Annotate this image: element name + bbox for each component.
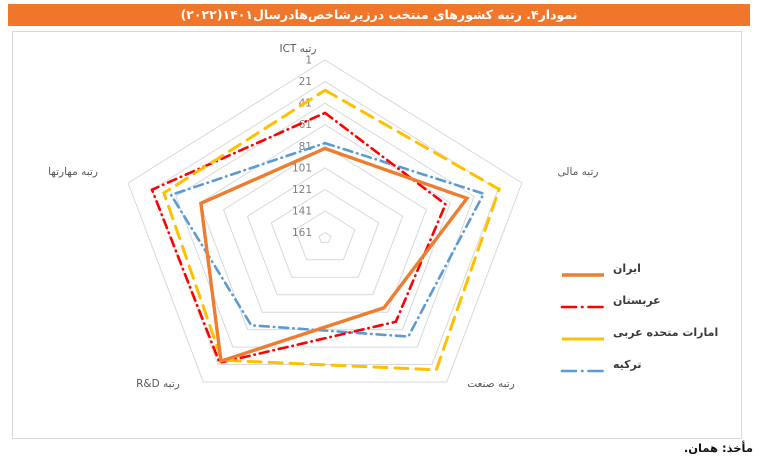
legend-label-uae: امارات متحده عربی	[613, 325, 719, 339]
grid-ring	[246, 167, 404, 296]
radial-tick-label: 61	[299, 119, 312, 131]
radial-tick-label: 101	[292, 162, 312, 174]
legend-item-saudi: عربستان	[560, 284, 735, 316]
series-line-iran	[199, 146, 470, 364]
grid-ring	[199, 124, 451, 331]
legend-line-uae-icon	[560, 328, 606, 341]
legend-item-turkey: ترکیه	[560, 348, 735, 380]
grid-ring	[175, 102, 475, 348]
radial-tick-label: 1	[305, 55, 312, 67]
source-note: مأخذ: همان.	[683, 441, 753, 455]
chart-title: نمودار۴. رتبه کشورهای منتخب درزیرشاخص‌ها…	[180, 7, 578, 22]
legend-label-turkey: ترکیه	[613, 357, 642, 371]
chart-title-bar: نمودار۴. رتبه کشورهای منتخب درزیرشاخص‌ها…	[8, 4, 750, 26]
legend-item-uae: امارات متحده عربی	[560, 316, 735, 348]
chart-frame	[12, 31, 742, 439]
legend: ایران عربستان امارات متحده عربی ترکیه	[560, 252, 735, 380]
legend-item-iran: ایران	[560, 252, 735, 284]
radial-tick-label: 21	[299, 76, 312, 88]
legend-label-iran: ایران	[613, 261, 641, 275]
axis-label-skills: رتبه مهارتها	[48, 166, 98, 178]
radial-tick-label: 121	[292, 184, 312, 196]
grid-ring	[318, 232, 332, 243]
radial-tick-label: 141	[292, 206, 312, 218]
axis-label-industry: رتبه صنعت	[467, 378, 515, 390]
axis-label-financial: رتبه مالی	[557, 166, 599, 178]
grid-ring	[270, 188, 380, 278]
grid-ring	[294, 210, 356, 261]
grid-ring	[127, 59, 523, 383]
legend-line-turkey-icon	[560, 360, 606, 373]
series-line-uae	[162, 88, 502, 372]
axis-label-ict: رتبه ICT	[279, 43, 317, 55]
axis-label-rnd: رتبه R&D	[136, 378, 180, 390]
legend-line-saudi-icon	[560, 296, 606, 309]
legend-label-saudi: عربستان	[613, 293, 661, 307]
grid-ring	[222, 145, 428, 313]
series-line-saudi-arabia	[150, 111, 448, 365]
series-line-turkey	[169, 141, 486, 338]
radial-tick-label: 161	[292, 227, 312, 239]
legend-line-iran-icon	[560, 264, 606, 277]
